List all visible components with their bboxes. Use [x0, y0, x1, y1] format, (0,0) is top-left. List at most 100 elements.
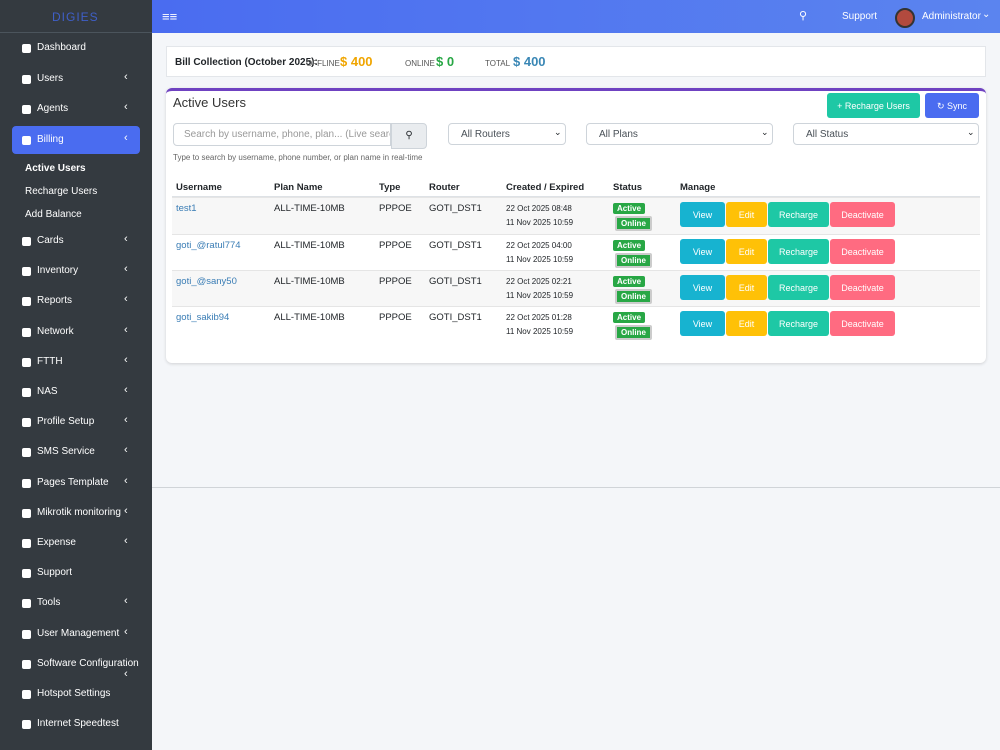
status-badge: Active — [613, 203, 646, 214]
sidebar — [0, 0, 152, 750]
menu-item[interactable]: Dashboard — [37, 42, 86, 53]
menu-item[interactable]: Network — [37, 325, 74, 337]
action-button[interactable]: Edit — [726, 202, 767, 227]
action-button[interactable]: Deactivate — [830, 239, 895, 264]
menu-item[interactable]: Profile Setup — [37, 416, 95, 428]
status-badge: Active — [613, 240, 646, 251]
menu-icon — [22, 569, 31, 579]
menu-icon — [22, 388, 31, 397]
menu-item[interactable]: Mikrotik monitoring — [37, 506, 121, 518]
menu-item[interactable]: SMS Service — [37, 446, 95, 458]
support-link[interactable]: Support — [842, 11, 878, 22]
menu-chevron: ‹ — [124, 667, 128, 680]
select-caret: ⌄ — [554, 127, 562, 137]
menu-item[interactable]: FTTH — [37, 355, 63, 367]
search-button[interactable]: ⚲ — [391, 123, 427, 149]
action-button[interactable]: View — [680, 239, 725, 264]
plan-cell: ALL-TIME-10MB — [274, 312, 345, 323]
submenu-item[interactable]: Add Balance — [25, 209, 82, 220]
online-badge: Online — [615, 253, 652, 268]
search-input[interactable]: Search by username, phone, plan... (Live… — [173, 123, 391, 146]
created-cell: 22 Oct 2025 02:21 — [506, 277, 572, 286]
action-button[interactable]: Recharge — [768, 239, 829, 264]
online-label: ONLINE — [405, 59, 435, 68]
menu-icon — [22, 629, 31, 639]
menu-item[interactable]: NAS — [37, 386, 58, 397]
menu-chevron: ‹ — [124, 323, 128, 336]
username-link[interactable]: goti_sakib94 — [176, 312, 230, 323]
action-button[interactable]: Deactivate — [830, 202, 895, 227]
action-button[interactable]: Edit — [726, 239, 767, 264]
menu-icon — [22, 357, 31, 367]
menu-item[interactable]: Pages Template — [37, 476, 109, 488]
online-badge: Online — [615, 216, 652, 231]
recharge-users-text: Recharge Users — [844, 101, 910, 111]
menu-icon — [22, 478, 31, 488]
menu-item[interactable]: Cards — [37, 235, 64, 246]
search-icon[interactable]: ⚲ — [799, 10, 808, 22]
column-header: Created / Expired — [506, 182, 585, 193]
type-cell: PPPOE — [379, 312, 412, 323]
menu-chevron: ‹ — [124, 353, 128, 366]
offline-amount: $ 400 — [340, 54, 373, 69]
username-link[interactable]: goti_@sany50 — [176, 276, 237, 287]
menu-item[interactable]: Agents — [37, 103, 69, 114]
user-caret: ⌄ — [982, 9, 991, 20]
menu-icon — [22, 267, 31, 277]
action-button[interactable]: Edit — [726, 275, 767, 300]
username-link[interactable]: test1 — [176, 203, 197, 214]
menu-item[interactable]: User Management — [37, 627, 120, 639]
avatar[interactable] — [895, 8, 915, 28]
menu-item[interactable]: Support — [37, 567, 73, 579]
offline-label: OFFLINE — [306, 59, 340, 68]
select-caret: ⌄ — [967, 127, 975, 137]
plan-cell: ALL-TIME-10MB — [274, 203, 345, 214]
submenu-item[interactable]: Active Users — [25, 163, 86, 174]
menu-icon — [22, 327, 31, 337]
menu-item[interactable]: Reports — [37, 295, 73, 307]
user-menu[interactable]: Administrator — [922, 11, 981, 22]
panel-title: Active Users — [173, 95, 246, 110]
total-label: TOTAL — [485, 59, 511, 68]
filter-select[interactable]: All Status — [793, 123, 979, 145]
expired-cell: 11 Nov 2025 10:59 — [506, 291, 574, 300]
menu-icon — [22, 44, 31, 53]
menu-item[interactable]: Tools — [37, 597, 61, 609]
action-button[interactable]: Deactivate — [830, 311, 895, 336]
action-button[interactable]: View — [680, 275, 725, 300]
menu-item[interactable]: Software Configuration — [37, 657, 139, 669]
menu-item[interactable]: Internet Speedtest — [37, 718, 119, 730]
menu-toggle[interactable]: ≡≡ — [162, 9, 178, 24]
status-badge: Active — [613, 276, 646, 287]
menu-item[interactable]: Users — [37, 72, 64, 84]
type-cell: PPPOE — [379, 276, 412, 287]
filter-select[interactable]: All Plans — [586, 123, 773, 145]
menu-item[interactable]: Billing — [37, 133, 64, 145]
brand-area — [0, 0, 152, 33]
filter-select[interactable]: All Routers — [448, 123, 566, 145]
sync-button[interactable]: ↻ Sync — [925, 93, 979, 118]
column-header: Status — [613, 182, 643, 193]
action-button[interactable]: Recharge — [768, 275, 829, 300]
menu-item[interactable]: Inventory — [37, 265, 79, 277]
action-button[interactable]: Recharge — [768, 311, 829, 336]
menu-icon — [22, 508, 31, 518]
menu-icon — [22, 74, 31, 84]
username-link[interactable]: goti_@ratul774 — [176, 240, 241, 251]
column-header: Router — [429, 182, 460, 193]
menu-item[interactable]: Expense — [37, 537, 76, 548]
menu-chevron: ‹ — [124, 444, 128, 457]
menu-item[interactable]: Hotspot Settings — [37, 688, 111, 699]
menu-chevron: ‹ — [124, 384, 128, 396]
online-badge: Online — [615, 325, 652, 340]
menu-chevron: ‹ — [124, 263, 128, 276]
action-button[interactable]: View — [680, 311, 725, 336]
recharge-users-button[interactable]: + Recharge Users — [827, 93, 920, 118]
action-button[interactable]: Recharge — [768, 202, 829, 227]
action-button[interactable]: Edit — [726, 311, 767, 336]
menu-chevron: ‹ — [124, 474, 128, 487]
submenu-item[interactable]: Recharge Users — [25, 186, 98, 197]
action-button[interactable]: View — [680, 202, 725, 227]
action-button[interactable]: Deactivate — [830, 275, 895, 300]
